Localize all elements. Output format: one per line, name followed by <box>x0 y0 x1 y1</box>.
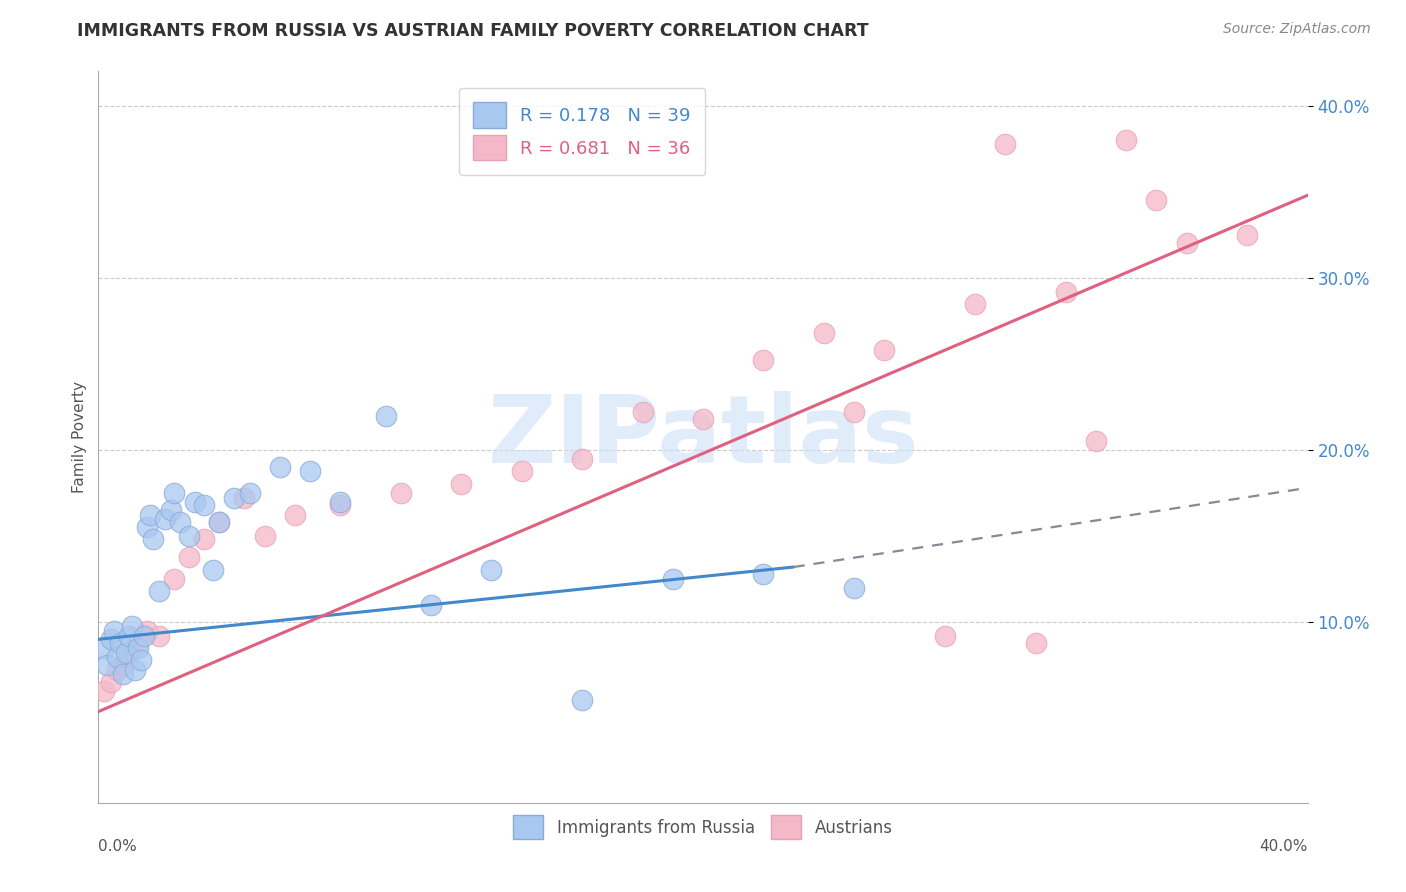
Point <box>148 629 170 643</box>
Point <box>813 326 835 340</box>
Point <box>129 653 152 667</box>
Point <box>1236 227 1258 242</box>
Point <box>118 646 141 660</box>
Point <box>374 409 396 423</box>
Point <box>93 684 115 698</box>
Point <box>752 566 775 581</box>
Point <box>100 675 122 690</box>
Text: Source: ZipAtlas.com: Source: ZipAtlas.com <box>1223 22 1371 37</box>
Point <box>142 533 165 547</box>
Point <box>202 564 225 578</box>
Point <box>224 491 246 505</box>
Point <box>148 584 170 599</box>
Point <box>132 629 155 643</box>
Point <box>1175 236 1198 251</box>
Point <box>169 516 191 530</box>
Point <box>1085 434 1108 449</box>
Point <box>481 564 503 578</box>
Point <box>114 646 136 660</box>
Point <box>111 658 134 673</box>
Point <box>163 486 186 500</box>
Point <box>253 529 276 543</box>
Point <box>124 663 146 677</box>
Point <box>450 477 472 491</box>
Point <box>269 460 291 475</box>
Point <box>965 296 987 310</box>
Text: 0.0%: 0.0% <box>98 839 138 855</box>
Point <box>299 464 322 478</box>
Point <box>121 618 143 632</box>
Point <box>153 512 176 526</box>
Point <box>284 508 307 523</box>
Point <box>239 486 262 500</box>
Text: IMMIGRANTS FROM RUSSIA VS AUSTRIAN FAMILY POVERTY CORRELATION CHART: IMMIGRANTS FROM RUSSIA VS AUSTRIAN FAMIL… <box>77 22 869 40</box>
Point <box>163 572 186 586</box>
Point <box>135 520 157 534</box>
Point <box>752 353 775 368</box>
Point <box>1115 133 1137 147</box>
Point <box>631 405 654 419</box>
Point <box>93 640 115 655</box>
Point <box>994 136 1017 151</box>
Point <box>139 508 162 523</box>
Point <box>844 405 866 419</box>
Point <box>179 549 201 564</box>
Point <box>692 412 714 426</box>
Point <box>208 516 231 530</box>
Point <box>208 516 231 530</box>
Point <box>232 491 254 505</box>
Point <box>193 533 215 547</box>
Point <box>160 503 183 517</box>
Point <box>108 636 131 650</box>
Y-axis label: Family Poverty: Family Poverty <box>72 381 87 493</box>
Point <box>661 572 683 586</box>
Point <box>127 636 149 650</box>
Point <box>510 464 533 478</box>
Text: 40.0%: 40.0% <box>1260 839 1308 855</box>
Point <box>96 658 118 673</box>
Point <box>1054 285 1077 299</box>
Point <box>1024 636 1046 650</box>
Point <box>105 649 128 664</box>
Point <box>179 529 201 543</box>
Point <box>873 343 896 358</box>
Text: ZIPatlas: ZIPatlas <box>488 391 918 483</box>
Point <box>329 498 352 512</box>
Point <box>103 624 125 638</box>
Point <box>118 629 141 643</box>
Point <box>934 629 956 643</box>
Point <box>1144 194 1167 208</box>
Point <box>571 692 593 706</box>
Legend: Immigrants from Russia, Austrians: Immigrants from Russia, Austrians <box>506 809 900 846</box>
Point <box>571 451 593 466</box>
Point <box>329 494 352 508</box>
Point <box>420 598 443 612</box>
Point <box>111 666 134 681</box>
Point <box>844 581 866 595</box>
Point <box>127 640 149 655</box>
Point <box>389 486 412 500</box>
Point <box>184 494 207 508</box>
Point <box>105 663 128 677</box>
Point <box>135 624 157 638</box>
Point <box>193 498 215 512</box>
Point <box>100 632 122 647</box>
